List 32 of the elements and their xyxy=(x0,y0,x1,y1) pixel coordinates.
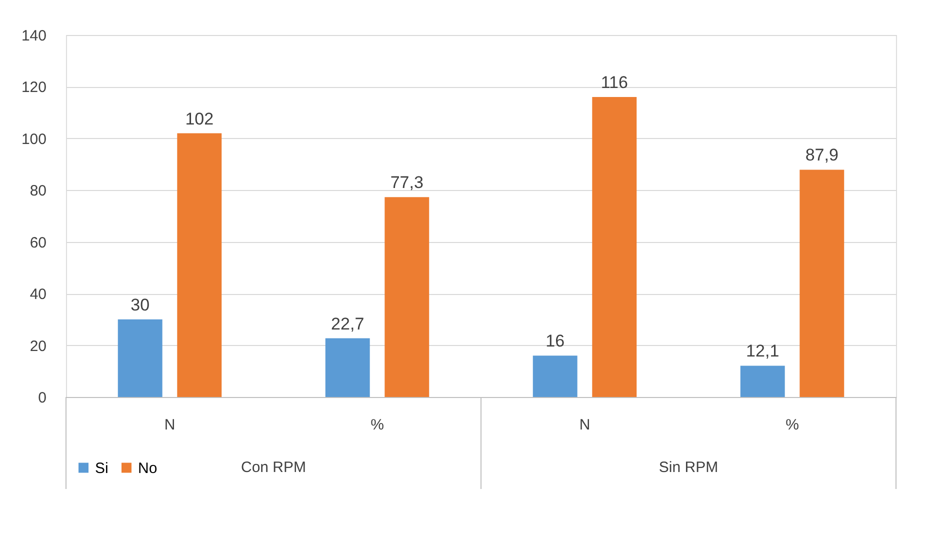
y-tick-label: 80 xyxy=(30,182,46,200)
data-label: 16 xyxy=(546,332,565,351)
x-tick-label: % xyxy=(786,416,799,434)
data-label: 30 xyxy=(130,295,150,314)
bar xyxy=(177,133,222,397)
y-tick-label: 140 xyxy=(21,28,46,44)
bar xyxy=(592,97,637,397)
bar xyxy=(532,356,578,397)
data-label: 87,9 xyxy=(805,146,838,165)
y-tick-label: 20 xyxy=(30,338,46,355)
bar xyxy=(384,197,430,397)
x-tick-label: N xyxy=(164,416,176,434)
y-tick-label: 100 xyxy=(21,130,46,148)
x-tick-label: N xyxy=(579,416,590,434)
x-tick-label: % xyxy=(370,416,384,434)
data-label: 102 xyxy=(185,109,214,128)
data-label: 116 xyxy=(600,73,628,92)
data-label: 22,7 xyxy=(331,314,364,334)
data-label: 12,1 xyxy=(746,342,780,361)
y-tick-label: 120 xyxy=(21,79,46,96)
y-tick-label: 60 xyxy=(30,234,46,252)
legend-label: No xyxy=(138,460,158,477)
legend-label: Si xyxy=(95,460,108,477)
text: Sin RPM xyxy=(658,459,718,476)
y-tick-label: 0 xyxy=(38,390,46,406)
y-tick-label: 40 xyxy=(30,286,46,304)
bar xyxy=(740,366,785,397)
bar xyxy=(325,338,370,397)
bar xyxy=(800,170,844,397)
data-label: 77,3 xyxy=(390,173,424,192)
text: Con RPM xyxy=(240,459,306,476)
bar xyxy=(118,319,162,397)
